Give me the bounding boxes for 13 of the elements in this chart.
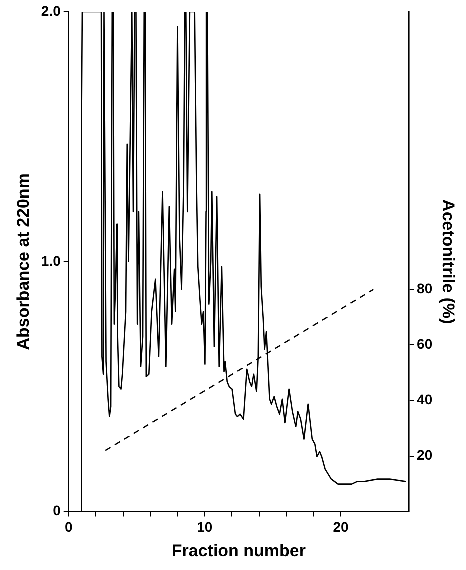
y-tick-label: 1.0 [41,252,62,269]
y2-tick-label: 60 [417,336,433,352]
y2-tick-label: 80 [417,280,433,297]
y-tick-label: 2.0 [41,2,62,19]
y2-axis-title: Acetonitrile (%) [439,200,458,324]
x-tick-label: 20 [333,519,349,536]
x-tick-label: 0 [64,519,73,536]
y2-tick-label: 40 [417,392,433,408]
y-tick-label: 0 [53,502,62,519]
x-axis-title: Fraction number [172,541,306,560]
y2-tick-label: 20 [417,447,433,464]
x-tick-label: 10 [197,519,213,536]
y-axis-title: Absorbance at 220nm [14,174,33,350]
